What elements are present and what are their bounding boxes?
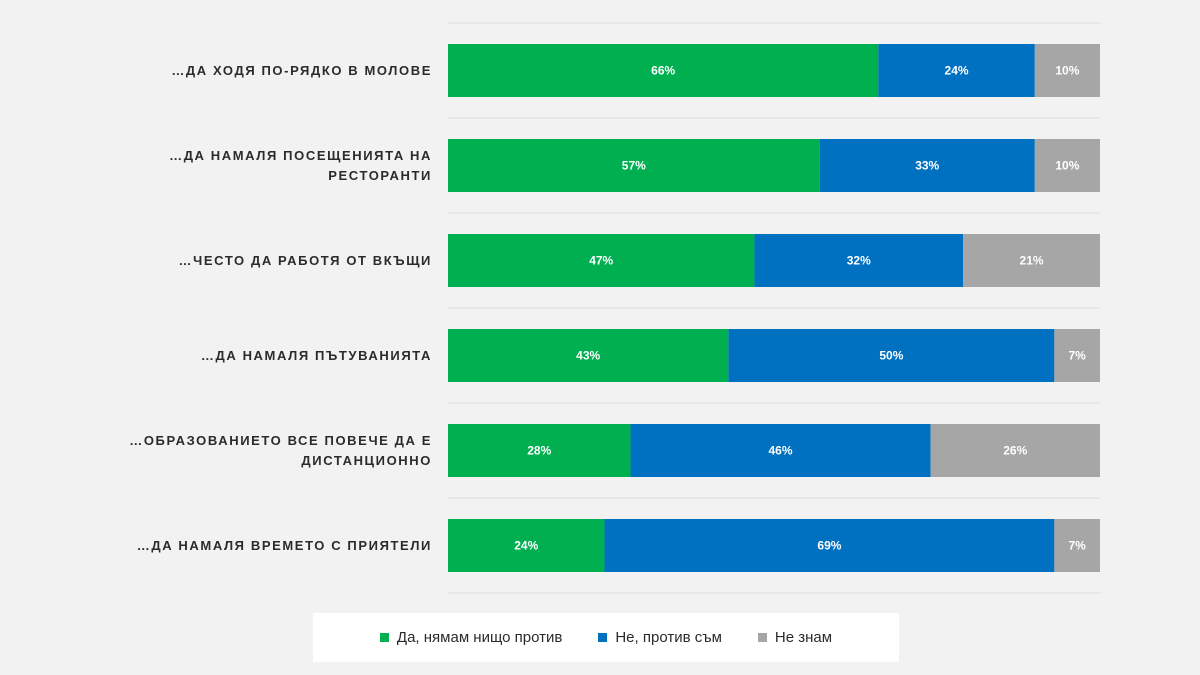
- data-label-yes-2: 57%: [622, 159, 646, 173]
- bar-yes-2: [448, 139, 820, 192]
- legend-item-yes: Да, нямам нищо против: [379, 629, 563, 646]
- bar-dont-know-1: [1034, 44, 1100, 97]
- bar-dont-know-5: [930, 424, 1100, 477]
- data-label-dont-know-4: 7%: [1069, 349, 1087, 363]
- data-label-no-3: 32%: [847, 254, 871, 268]
- data-label-dont-know-6: 7%: [1069, 539, 1087, 553]
- category-label-line: …ДА НАМАЛЯ ПОСЕЩЕНИЯТА НА: [169, 147, 432, 163]
- bar-no-5: [630, 424, 931, 477]
- category-label-line: …ЧЕСТО ДА РАБОТЯ ОТ ВКЪЩИ: [178, 252, 432, 268]
- bar-dont-know-3: [963, 234, 1100, 287]
- bar-dont-know-6: [1054, 519, 1100, 572]
- legend-label-yes: Да, нямам нищо против: [396, 629, 563, 646]
- bar-yes-3: [448, 234, 755, 287]
- legend-item-dont-know: Не знам: [757, 629, 833, 646]
- legend-swatch-no: [598, 633, 608, 642]
- legend-label-dont-know: Не знам: [774, 629, 833, 646]
- bar-yes-1: [448, 44, 879, 97]
- data-label-dont-know-1: 10%: [1055, 64, 1079, 78]
- legend-swatch-yes: [379, 633, 389, 642]
- data-label-no-2: 33%: [915, 159, 939, 173]
- legend-label-no: Не, против съм: [615, 629, 722, 646]
- category-label-4: …ДА НАМАЛЯ ПЪТУВАНИЯТА: [92, 346, 432, 366]
- category-label-1: …ДА ХОДЯ ПО-РЯДКО В МОЛОВЕ: [92, 61, 432, 81]
- category-label-line: ДИСТАНЦИОННО: [301, 452, 432, 468]
- bar-yes-5: [448, 424, 631, 477]
- bar-dont-know-4: [1054, 329, 1100, 382]
- bar-no-6: [604, 519, 1055, 572]
- bar-yes-6: [448, 519, 605, 572]
- bar-yes-4: [448, 329, 729, 382]
- bar-no-2: [819, 139, 1035, 192]
- data-label-yes-5: 28%: [527, 444, 551, 458]
- bar-no-4: [728, 329, 1055, 382]
- stacked-bar-chart: 66% 24% 10% 57% 33% 10% 47% 32% 21% 43% 50% 7% 28% 46…: [448, 22, 1100, 594]
- category-label-line: …ДА НАМАЛЯ ПЪТУВАНИЯТА: [200, 347, 432, 363]
- data-label-no-6: 69%: [817, 539, 841, 553]
- category-label-line: …ОБРАЗОВАНИЕТО ВСЕ ПОВЕЧЕ ДА Е: [129, 432, 432, 448]
- category-label-line: …ДА ХОДЯ ПО-РЯДКО В МОЛОВЕ: [171, 62, 432, 78]
- bar-dont-know-2: [1034, 139, 1100, 192]
- legend: Да, нямам нищо против Не, против съм Не …: [313, 613, 899, 662]
- category-label-line: …ДА НАМАЛЯ ВРЕМЕТО С ПРИЯТЕЛИ: [136, 537, 432, 553]
- data-label-dont-know-5: 26%: [1003, 444, 1027, 458]
- category-label-3: …ЧЕСТО ДА РАБОТЯ ОТ ВКЪЩИ: [92, 251, 432, 271]
- data-label-dont-know-3: 21%: [1020, 254, 1044, 268]
- category-label-line: РЕСТОРАНТИ: [328, 167, 432, 183]
- legend-item-no: Не, против съм: [598, 629, 722, 646]
- data-label-yes-4: 43%: [576, 349, 600, 363]
- bar-no-3: [754, 234, 964, 287]
- category-label-5: …ОБРАЗОВАНИЕТО ВСЕ ПОВЕЧЕ ДА Е ДИСТАНЦИОН…: [92, 431, 432, 471]
- data-label-yes-3: 47%: [589, 254, 613, 268]
- data-label-no-1: 24%: [945, 64, 969, 78]
- data-label-no-5: 46%: [769, 444, 793, 458]
- data-label-yes-1: 66%: [651, 64, 675, 78]
- category-label-2: …ДА НАМАЛЯ ПОСЕЩЕНИЯТА НА РЕСТОРАНТИ: [92, 146, 432, 186]
- data-label-yes-6: 24%: [514, 539, 538, 553]
- data-label-no-4: 50%: [879, 349, 903, 363]
- category-label-6: …ДА НАМАЛЯ ВРЕМЕТО С ПРИЯТЕЛИ: [92, 536, 432, 556]
- legend-swatch-dont-know: [757, 633, 767, 642]
- data-label-dont-know-2: 10%: [1055, 159, 1079, 173]
- bar-no-1: [878, 44, 1035, 97]
